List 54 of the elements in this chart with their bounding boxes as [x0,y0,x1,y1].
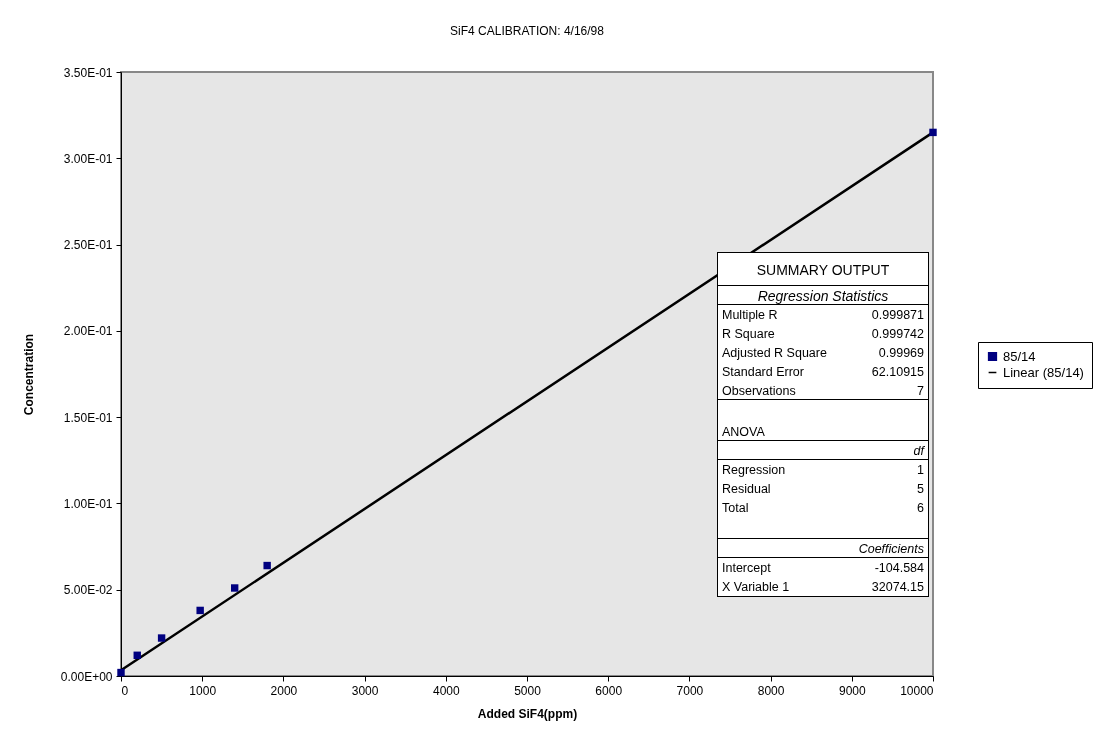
x-tick-label: 9000 [838,683,866,698]
annotation: 6 [917,500,924,516]
x-tick-label: 10000 [900,683,934,698]
x-tick-label: 1000 [189,683,217,698]
y-tick-label: 5.00E-02 [63,583,113,598]
y-tick-label: 3.00E-01 [63,151,113,166]
x-tick-label: 8000 [757,683,785,698]
x-tick-label: 4000 [432,683,460,698]
annotation: df [913,443,924,458]
point [196,606,204,615]
annotation: Residual [722,481,771,497]
x-tick-label: 3000 [351,683,379,698]
x-tick-label: 6000 [595,683,623,698]
y-tick-label: 2.50E-01 [63,238,113,253]
annotation: 0.999871 [871,307,924,323]
annotation: X Variable 1 [722,579,790,595]
x-tick-label: 5000 [514,683,542,698]
y-tick-label: 3.50E-01 [63,65,113,80]
annotation: -104.584 [874,560,924,576]
annotation: 0.999742 [871,326,924,342]
annotation: Total [722,500,749,516]
annotation: Regression Statistics [757,287,889,304]
x-axis-title: Added SiF4(ppm) [477,706,578,721]
y-tick-label: 1.00E-01 [63,496,113,511]
annotation: Standard Error [722,364,804,380]
annotation: SUMMARY OUTPUT [756,261,890,280]
annotation: 7 [917,383,924,398]
annotation: Regression [722,462,786,478]
annotation: 5 [917,481,924,497]
annotation: 32074.15 [871,579,924,595]
x-tick-label: 0 [121,683,129,698]
x-tick-label: 7000 [676,683,704,698]
annotation: 0.99969 [878,345,924,361]
point [230,584,239,592]
chart-title: SiF4 CALIBRATION: 4/16/98 [450,24,605,38]
annotation: ANOVA [722,424,765,439]
x-tick-label: 2000 [270,683,298,698]
annotation: R Square [722,326,775,342]
annotation: Multiple R [722,307,778,323]
y-tick-label: 1.50E-01 [63,410,113,425]
y-tick-label: 0.00E+00 [60,669,113,684]
annotation: Adjusted R Square [722,345,827,361]
annotation: Observations [722,383,796,398]
annotation: 1 [917,462,924,478]
point [263,561,271,570]
legend-label: 85/14 [1003,348,1036,364]
y-tick-label: 2.00E-01 [63,324,113,339]
annotation: Intercept [722,560,771,576]
annotation: 62.10915 [871,364,924,380]
annotation: Coefficients [858,541,924,556]
legend-label: Linear (85/14) [1003,364,1084,380]
point [929,128,937,137]
y-axis-title: Concentration [21,333,36,416]
point [157,634,166,642]
